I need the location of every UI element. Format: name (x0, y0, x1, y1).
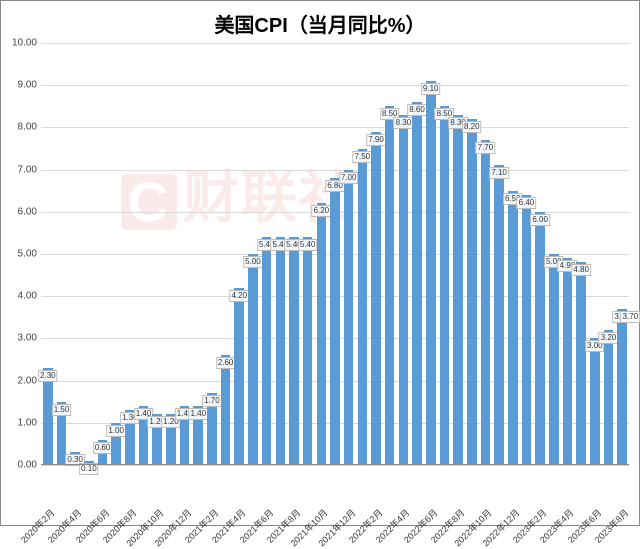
bar (397, 115, 411, 465)
bar (615, 309, 629, 465)
y-tick-label: 3.00 (5, 333, 37, 344)
bar-fill (371, 132, 381, 465)
data-label: 7.10 (489, 167, 509, 179)
y-tick-label: 6.00 (5, 206, 37, 217)
data-label: 7.70 (476, 142, 496, 154)
bar-fill (576, 262, 586, 465)
bar (506, 191, 520, 465)
bar-fill (549, 254, 559, 465)
x-axis-line (41, 464, 629, 465)
bar (342, 170, 356, 465)
bar (369, 132, 383, 465)
bar (438, 106, 452, 465)
bar-fill (522, 195, 532, 465)
bar-fill (399, 115, 409, 465)
bar (273, 237, 287, 465)
bar-fill (276, 237, 286, 465)
bar (219, 355, 233, 465)
data-label: 1.50 (52, 404, 72, 416)
bars: 2.301.500.300.100.601.001.301.401.201.20… (41, 43, 629, 465)
bar-fill (385, 106, 395, 465)
data-label: 6.00 (530, 214, 550, 226)
data-label: 8.20 (462, 121, 482, 133)
bar (301, 237, 315, 465)
y-tick-label: 5.00 (5, 249, 37, 260)
bar-fill (344, 170, 354, 465)
y-tick-label: 7.00 (5, 164, 37, 175)
bar (314, 203, 328, 465)
bar (356, 149, 370, 466)
chart-title: 美国CPI（当月同比%） (1, 1, 639, 42)
data-label-extra: 3.70 (621, 311, 640, 323)
bar-fill (248, 254, 258, 465)
data-label: 9.10 (421, 83, 441, 95)
x-axis-labels: 2020年2月2020年4月2020年6月2020年8月2020年10月2020… (41, 467, 629, 525)
data-label: 2.30 (38, 370, 58, 382)
bar (602, 330, 616, 465)
bar (588, 338, 602, 465)
bar-fill (43, 368, 53, 465)
bar-fill (453, 115, 463, 465)
bar (260, 237, 274, 465)
gridline (41, 465, 629, 466)
bar (492, 165, 506, 465)
y-tick-label: 4.00 (5, 291, 37, 302)
bar (533, 212, 547, 465)
y-tick-label: 8.00 (5, 122, 37, 133)
y-tick-label: 2.00 (5, 375, 37, 386)
bar-fill (604, 330, 614, 465)
bar-fill (617, 309, 627, 465)
bar-fill (358, 149, 368, 466)
bar-fill (289, 237, 299, 465)
bar (232, 288, 246, 465)
y-tick-label: 0.00 (5, 460, 37, 471)
bar-fill (494, 165, 504, 465)
bar (410, 102, 424, 465)
bar (520, 195, 534, 465)
bar-fill (535, 212, 545, 465)
bar-fill (481, 140, 491, 465)
bar (328, 178, 342, 465)
bar-fill (508, 191, 518, 465)
bar-fill (426, 81, 436, 465)
bar (547, 254, 561, 465)
bar (451, 115, 465, 465)
data-label: 6.40 (517, 197, 537, 209)
bar (41, 368, 55, 465)
bar-fill (330, 178, 340, 465)
bar (246, 254, 260, 465)
bar (561, 258, 575, 465)
bar-fill (317, 203, 327, 465)
bar-fill (221, 355, 231, 465)
bar (287, 237, 301, 465)
chart-container: 美国CPI（当月同比%） C财联社 0.001.002.003.004.005.… (0, 0, 640, 526)
bar (383, 106, 397, 465)
bar-fill (590, 338, 600, 465)
y-tick-label: 9.00 (5, 80, 37, 91)
bar-fill (467, 119, 477, 465)
bar (479, 140, 493, 465)
plot-area: C财联社 0.001.002.003.004.005.006.007.008.0… (41, 43, 629, 465)
bar (424, 81, 438, 465)
bar (574, 262, 588, 465)
bar-fill (563, 258, 573, 465)
data-label: 4.80 (571, 264, 591, 276)
bar-fill (440, 106, 450, 465)
bar-fill (303, 237, 313, 465)
bar-fill (234, 288, 244, 465)
y-tick-label: 1.00 (5, 417, 37, 428)
bar-fill (412, 102, 422, 465)
bar-fill (262, 237, 272, 465)
y-tick-label: 10.00 (5, 38, 37, 49)
bar (465, 119, 479, 465)
